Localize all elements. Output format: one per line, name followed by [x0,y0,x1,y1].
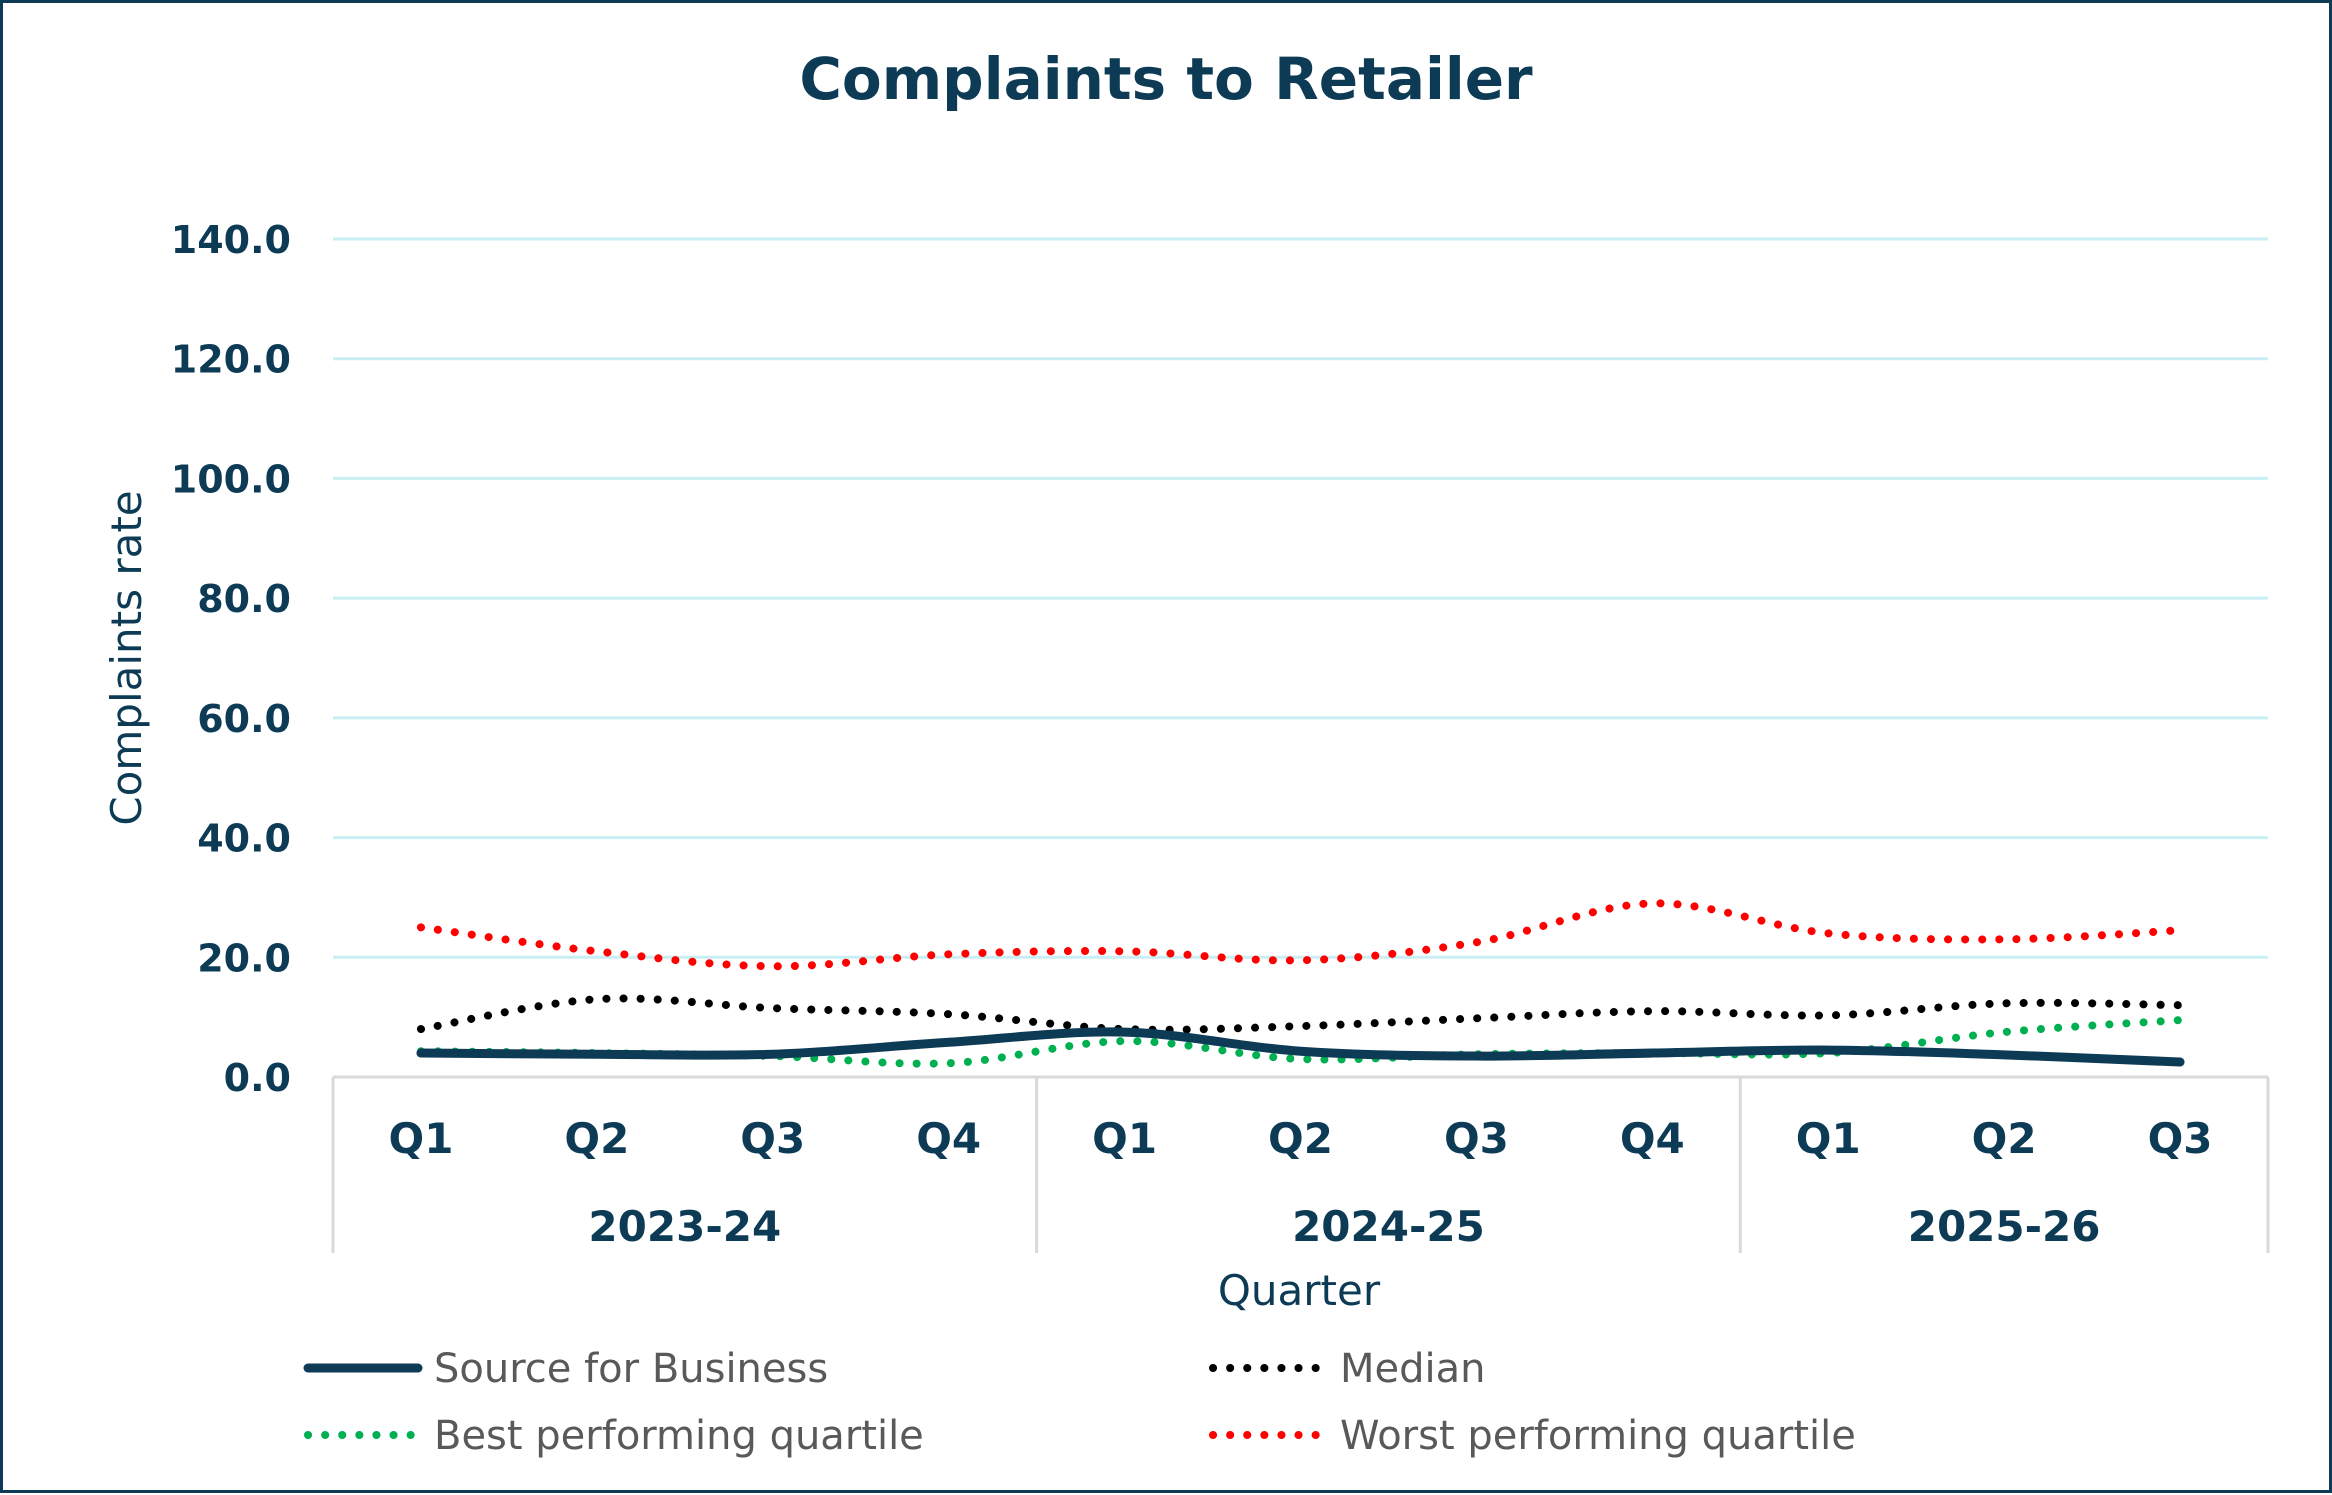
chart-title: Complaints to Retailer [799,45,1533,113]
x-tick-label: Q3 [1444,1114,1509,1163]
legend-item-median: Median [1209,1346,1486,1392]
y-tick-label: 80.0 [197,577,291,621]
x-group-label: 2024-25 [1292,1202,1485,1251]
legend-label: Best performing quartile [434,1413,924,1459]
legend: Source for Business Median Best performing… [303,1346,1856,1459]
legend-label: Worst performing quartile [1340,1413,1856,1459]
y-tick-label: 120.0 [171,338,291,382]
legend-item-source-for-business: Source for Business [303,1346,828,1392]
x-axis-label: Quarter [1218,1266,1381,1315]
x-tick-label: Q4 [1620,1114,1685,1163]
legend-item-best-performing-quartile: Best performing quartile [304,1413,924,1459]
series-line-median [416,994,2185,1034]
y-tick-label: 60.0 [197,697,291,741]
series-lines [416,899,2185,1068]
y-tick-label: 100.0 [171,457,291,501]
x-tick-label: Q1 [1092,1114,1157,1163]
x-tick-label: Q2 [564,1114,629,1163]
x-tick-label: Q2 [1268,1114,1333,1163]
y-tick-label: 140.0 [171,218,291,262]
legend-label: Median [1340,1346,1486,1392]
x-axis: Q1 Q2 Q3 Q4 Q1 Q2 Q3 Q4 Q1 Q2 Q3 2023-24 2024-25 2025… [331,1075,2270,1253]
x-tick-label: Q2 [1972,1114,2037,1163]
x-tick-label: Q3 [2148,1114,2213,1163]
line-chart: Complaints to Retailer 0.0 20.0 40.0 60.0 80… [102,45,2270,1459]
x-tick-label: Q1 [388,1114,453,1163]
x-tick-label: Q1 [1796,1114,1861,1163]
series-line-source-for-business [416,1027,2185,1067]
x-group-label: 2023-24 [588,1202,781,1251]
x-tick-label: Q3 [740,1114,805,1163]
legend-item-worst-performing-quartile: Worst performing quartile [1209,1413,1856,1459]
y-tick-label: 20.0 [197,936,291,980]
y-axis-label: Complaints rate [102,490,151,825]
x-group-label: 2025-26 [1908,1202,2101,1251]
gridlines [333,237,2268,959]
x-tick-label: Q4 [916,1114,981,1163]
legend-label: Source for Business [434,1346,828,1392]
series-line-worst-performing-quartile [416,899,2185,971]
y-tick-labels: 0.0 20.0 40.0 60.0 80.0 100.0 120.0 140.0 [171,218,291,1100]
y-tick-label: 40.0 [197,817,291,861]
y-tick-label: 0.0 [224,1056,291,1100]
